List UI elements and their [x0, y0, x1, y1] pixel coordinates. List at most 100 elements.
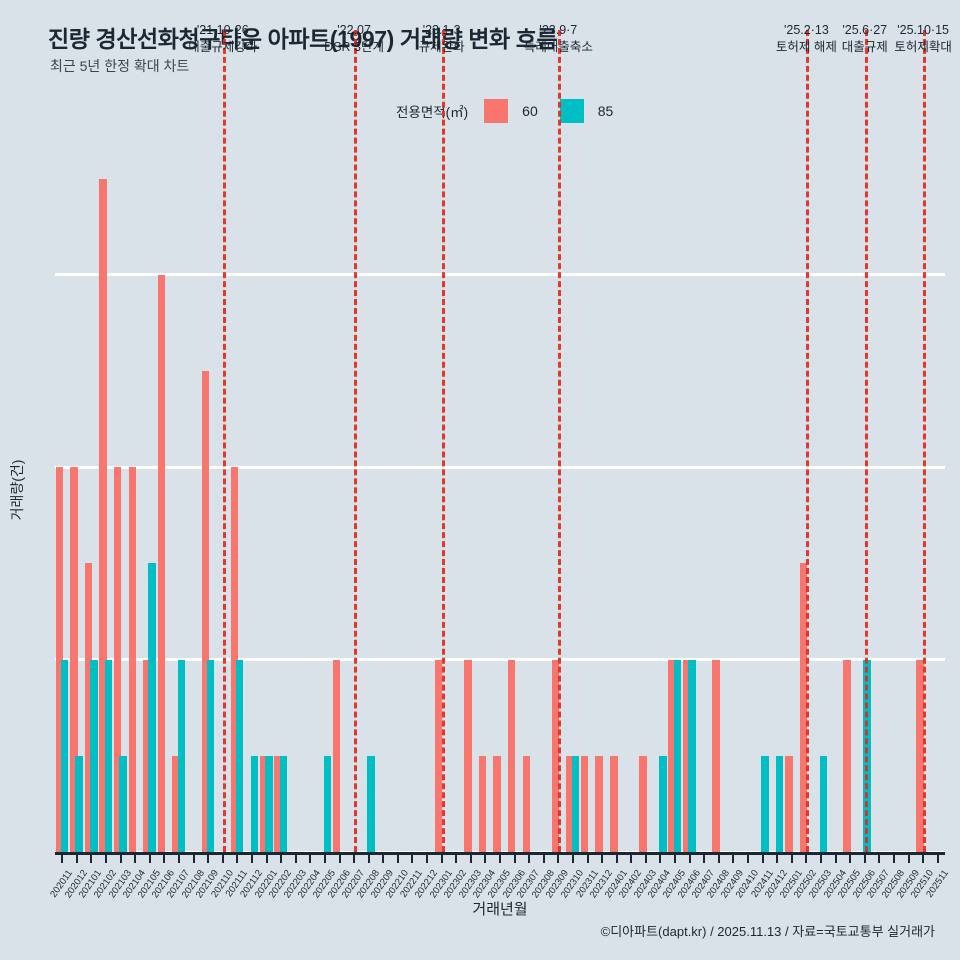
- x-tick: [819, 853, 822, 863]
- bar[interactable]: [659, 755, 667, 852]
- x-tick: [542, 853, 545, 863]
- x-tick: [513, 853, 516, 863]
- bar[interactable]: [799, 563, 808, 852]
- bar[interactable]: [279, 755, 288, 852]
- x-tick: [265, 853, 268, 863]
- bar[interactable]: [819, 755, 828, 852]
- bar[interactable]: [434, 659, 443, 852]
- bar[interactable]: [367, 755, 375, 852]
- bar[interactable]: [785, 755, 793, 852]
- event-date: '21.10·26: [196, 23, 249, 37]
- bar[interactable]: [104, 659, 113, 852]
- x-tick: [747, 853, 750, 863]
- bar[interactable]: [507, 659, 516, 852]
- event-date: '25.6·27: [842, 23, 888, 37]
- bar[interactable]: [84, 563, 93, 852]
- event-line: [806, 30, 810, 852]
- bar[interactable]: [580, 755, 589, 852]
- x-tick: [674, 853, 677, 863]
- x-tick: [440, 853, 443, 863]
- x-tick: [236, 853, 239, 863]
- bar[interactable]: [230, 467, 239, 852]
- bar[interactable]: [332, 659, 341, 852]
- bar[interactable]: [250, 755, 259, 852]
- x-tick: [615, 853, 618, 863]
- x-tick: [294, 853, 297, 863]
- bar[interactable]: [673, 659, 682, 852]
- x-tick: [426, 853, 429, 863]
- bar[interactable]: [639, 755, 647, 852]
- bar[interactable]: [522, 755, 530, 852]
- bar[interactable]: [99, 178, 107, 852]
- bar[interactable]: [668, 659, 676, 852]
- bar[interactable]: [75, 755, 83, 852]
- legend: 전용면적(㎡) 60 85: [396, 99, 613, 123]
- bar[interactable]: [177, 659, 186, 852]
- bar[interactable]: [172, 755, 180, 852]
- bar[interactable]: [206, 659, 215, 852]
- x-tick: [892, 853, 895, 863]
- event-line: [923, 30, 927, 852]
- bar[interactable]: [712, 659, 720, 852]
- bar[interactable]: [571, 755, 580, 852]
- bar[interactable]: [259, 755, 268, 852]
- bar[interactable]: [566, 755, 574, 852]
- event-name: 규제완화: [418, 40, 465, 54]
- x-tick: [688, 853, 691, 863]
- bar[interactable]: [478, 755, 487, 852]
- bar[interactable]: [113, 467, 122, 852]
- bar[interactable]: [551, 659, 560, 852]
- bar[interactable]: [595, 755, 603, 852]
- bar[interactable]: [60, 659, 69, 852]
- bar[interactable]: [235, 659, 244, 852]
- bar[interactable]: [274, 755, 282, 852]
- bar[interactable]: [323, 755, 331, 852]
- bar[interactable]: [464, 659, 472, 852]
- x-tick: [353, 853, 356, 863]
- bar[interactable]: [683, 659, 691, 852]
- bar[interactable]: [70, 467, 78, 852]
- bar[interactable]: [610, 755, 618, 852]
- x-tick: [922, 853, 925, 863]
- page-title: 진량 경산선화청구타운 아파트(1997) 거래량 변화 흐름: [48, 26, 558, 52]
- bar[interactable]: [688, 659, 696, 852]
- event-label: '23.9·7 특례대출축소: [524, 22, 593, 56]
- bar[interactable]: [157, 274, 166, 852]
- bar[interactable]: [148, 563, 156, 852]
- gridline: [55, 658, 945, 662]
- bar[interactable]: [128, 467, 137, 852]
- x-tick: [805, 853, 808, 863]
- bar[interactable]: [265, 755, 273, 852]
- bar[interactable]: [775, 755, 784, 852]
- x-tick: [396, 853, 399, 863]
- bar[interactable]: [761, 755, 769, 852]
- bar[interactable]: [143, 659, 151, 852]
- event-date: '23.9·7: [539, 23, 578, 37]
- event-label: '25.10·15 토허제확대: [894, 22, 952, 56]
- event-label: '23.1·3 규제완화: [419, 22, 465, 56]
- event-line: [222, 30, 226, 852]
- bar[interactable]: [90, 659, 98, 852]
- bar[interactable]: [916, 659, 924, 852]
- x-tick: [601, 853, 604, 863]
- bar[interactable]: [493, 755, 501, 852]
- bar[interactable]: [843, 659, 851, 852]
- x-tick: [338, 853, 341, 863]
- bar[interactable]: [119, 755, 127, 852]
- legend-swatch-60[interactable]: [484, 99, 509, 123]
- legend-label-60: 60: [522, 103, 538, 119]
- x-tick: [834, 853, 837, 863]
- bar[interactable]: [201, 370, 210, 852]
- x-tick: [863, 853, 866, 863]
- x-tick: [790, 853, 793, 863]
- x-tick: [367, 853, 370, 863]
- event-line: [441, 30, 445, 852]
- bar[interactable]: [55, 467, 64, 852]
- x-tick: [469, 853, 472, 863]
- event-label: '21.10·26 대출규제강화: [188, 22, 257, 56]
- legend-swatch-85[interactable]: [559, 99, 584, 123]
- x-tick: [221, 853, 224, 863]
- x-tick: [105, 853, 108, 863]
